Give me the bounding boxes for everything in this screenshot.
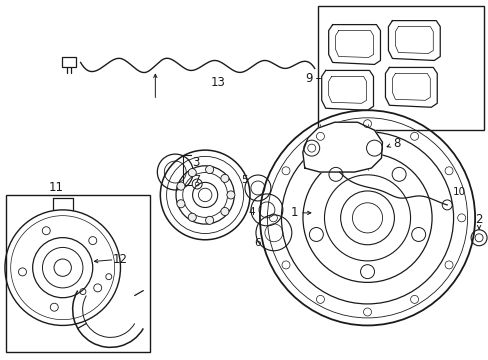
Circle shape xyxy=(177,182,184,190)
Circle shape xyxy=(221,174,228,183)
Circle shape xyxy=(205,166,213,174)
Text: 10: 10 xyxy=(452,187,465,197)
Polygon shape xyxy=(302,122,382,172)
Text: 9: 9 xyxy=(305,72,312,85)
Circle shape xyxy=(188,213,196,221)
Text: 13: 13 xyxy=(210,76,225,89)
Circle shape xyxy=(221,207,228,216)
Text: 5: 5 xyxy=(241,175,248,185)
Bar xyxy=(61,58,76,67)
Text: 2: 2 xyxy=(474,213,482,226)
Text: 8: 8 xyxy=(393,137,400,150)
Text: 3: 3 xyxy=(192,156,200,168)
Text: 1: 1 xyxy=(290,206,298,219)
Text: 11: 11 xyxy=(48,181,63,194)
Circle shape xyxy=(177,200,184,208)
Circle shape xyxy=(205,216,213,224)
Text: 12: 12 xyxy=(113,253,128,266)
Bar xyxy=(317,6,483,130)
Text: 4: 4 xyxy=(248,207,255,217)
Circle shape xyxy=(188,168,196,177)
Circle shape xyxy=(226,191,234,199)
Text: 7: 7 xyxy=(192,175,199,185)
Text: 6: 6 xyxy=(254,238,261,248)
Bar xyxy=(6,195,150,352)
